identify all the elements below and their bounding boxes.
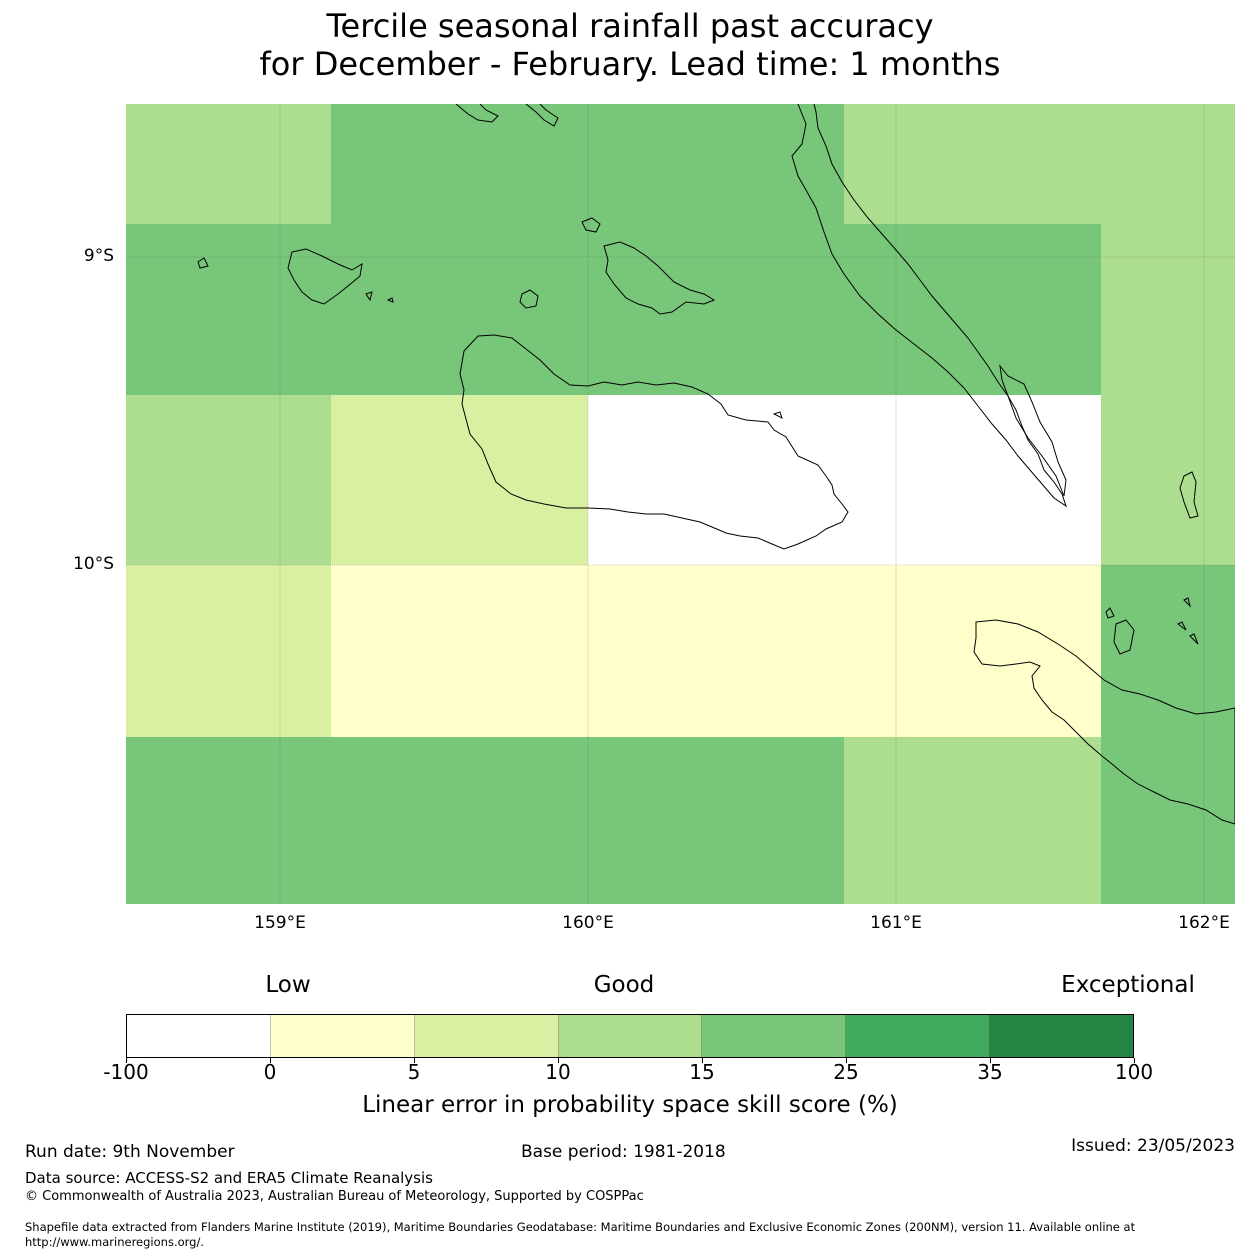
lon-label-161e: 161°E <box>870 913 922 933</box>
island-small-6 <box>525 104 559 127</box>
coastlines <box>197 104 1235 825</box>
grid-cell <box>331 565 589 738</box>
colorbar-tick-mark <box>990 1058 991 1063</box>
grid-cell <box>588 395 845 566</box>
colorbar-category-good: Good <box>593 972 655 998</box>
grid-cell <box>331 395 589 566</box>
colorbar-segment <box>990 1015 1134 1057</box>
grid-cell <box>331 224 589 396</box>
island-small-4 <box>581 217 601 233</box>
island-florida <box>603 241 716 315</box>
grid-cell <box>588 224 845 396</box>
shapefile-credit-line-2: http://www.marineregions.org/. <box>25 1235 204 1249</box>
grid-cell <box>588 737 845 904</box>
island-small-8 <box>1105 607 1115 619</box>
chart-title-line-1: Tercile seasonal rainfall past accuracy <box>326 7 934 45</box>
island-small-12 <box>772 411 783 419</box>
colorbar-tick-mark <box>558 1058 559 1063</box>
data-source: Data source: ACCESS-S2 and ERA5 Climate … <box>25 1169 433 1187</box>
grid-cell <box>1101 737 1235 904</box>
lon-label-159e: 159°E <box>254 913 306 933</box>
copyright: © Commonwealth of Australia 2023, Austra… <box>25 1189 644 1204</box>
island-small-9 <box>1183 597 1191 608</box>
island-savo <box>519 289 539 309</box>
grid-cell <box>1101 565 1235 738</box>
chart-title-line-2: for December - February. Lead time: 1 mo… <box>259 45 1001 83</box>
grid-cell <box>1101 224 1235 396</box>
grid-cell <box>844 224 1102 396</box>
grid-cell <box>1101 395 1235 566</box>
grid-cell <box>588 104 845 225</box>
colorbar-tick-mark <box>126 1058 127 1063</box>
run-date: Run date: 9th November <box>25 1142 235 1162</box>
grid-cell <box>331 737 589 904</box>
lon-label-160e: 160°E <box>562 913 614 933</box>
island-russell <box>287 248 363 305</box>
colorbar-tick-label: -100 <box>103 1060 149 1084</box>
colorbar-tick-mark <box>846 1058 847 1063</box>
grid-cell <box>844 395 1102 566</box>
grid-cell <box>844 565 1102 738</box>
island-small-5 <box>455 104 499 123</box>
grid-cell <box>126 104 332 225</box>
island-small-3 <box>365 291 373 302</box>
grid-cell <box>126 737 332 904</box>
issued-date: Issued: 23/05/2023 <box>1071 1136 1235 1156</box>
colorbar-tick-label: 35 <box>977 1060 1003 1084</box>
colorbar-segment <box>558 1015 703 1057</box>
colorbar-tick-label: 25 <box>833 1060 859 1084</box>
colorbar-segment <box>270 1015 415 1057</box>
colorbar-tick-mark <box>414 1058 415 1063</box>
colorbar-segment <box>702 1015 847 1057</box>
colorbar-tick-mark <box>270 1058 271 1063</box>
grid-cell <box>844 737 1102 904</box>
colorbar-tick-label: 15 <box>689 1060 715 1084</box>
island-small-7 <box>1113 619 1135 655</box>
graticule <box>126 104 1235 904</box>
island-small-1 <box>197 257 209 269</box>
colorbar <box>126 1014 1134 1058</box>
map-canvas <box>126 104 1235 904</box>
colorbar-tick-label: 5 <box>407 1060 421 1084</box>
colorbar-tick-mark <box>1134 1058 1135 1063</box>
grid-cell <box>126 224 332 396</box>
base-period: Base period: 1981-2018 <box>521 1142 726 1162</box>
colorbar-segment <box>127 1015 271 1057</box>
lat-label-10s: 10°S <box>73 554 114 574</box>
grid-cell <box>1101 104 1235 225</box>
lat-label-9s: 9°S <box>83 246 114 266</box>
grid-cell <box>126 565 332 738</box>
colorbar-category-exceptional: Exceptional <box>1061 972 1195 998</box>
grid-cell <box>588 565 845 738</box>
grid-cell <box>844 104 1102 225</box>
colorbar-tick-label: 100 <box>1114 1060 1154 1084</box>
island-ulawa <box>1179 471 1199 519</box>
island-santa-isabel <box>791 104 1067 508</box>
island-makira <box>973 619 1235 825</box>
island-guadalcanal <box>459 334 849 550</box>
colorbar-segment <box>414 1015 559 1057</box>
grid-cell <box>126 395 332 566</box>
colorbar-tick-label: 10 <box>545 1060 571 1084</box>
island-small-10 <box>1177 621 1187 631</box>
map-panel <box>126 104 1235 904</box>
grid-cell <box>331 104 589 225</box>
island-small-2 <box>386 297 394 303</box>
colorbar-category-low: Low <box>265 972 311 998</box>
island-small-11 <box>1189 633 1199 645</box>
colorbar-tick-label: 0 <box>263 1060 277 1084</box>
colorbar-tick-mark <box>702 1058 703 1063</box>
island-malaita <box>999 364 1067 497</box>
skill-grid <box>126 104 1235 904</box>
colorbar-label: Linear error in probability space skill … <box>362 1092 898 1118</box>
colorbar-segment <box>846 1015 991 1057</box>
shapefile-credit-line-1: Shapefile data extracted from Flanders M… <box>25 1220 1136 1234</box>
lon-label-162e: 162°E <box>1178 913 1230 933</box>
